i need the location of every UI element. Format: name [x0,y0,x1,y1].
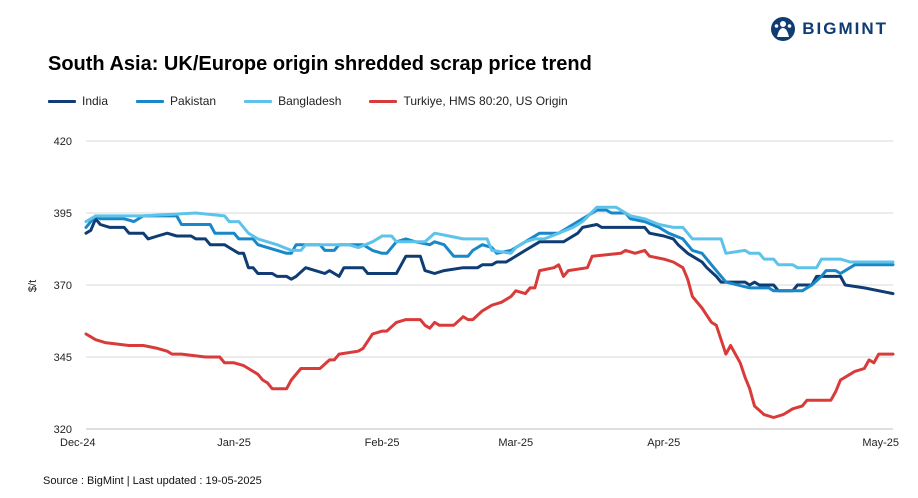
y-tick-label: 345 [54,352,72,364]
series-line-turkiye-hms-80-20-us-origin [84,248,895,419]
legend-swatch [369,99,398,103]
y-tick-label: 420 [54,136,72,148]
chart-title: South Asia: UK/Europe origin shredded sc… [48,53,592,75]
legend-swatch [48,99,76,103]
series-line-india [84,217,895,296]
chart-gridlines [86,140,893,430]
x-tick-label: Mar-25 [498,437,533,449]
series-line-bangladesh [84,205,895,270]
x-axis-ticks: Dec-24 Jan-25 Feb-25 Mar-25 Apr-25 May-25 [60,437,899,449]
series-line-pakistan [84,208,895,293]
source-note: Source : BigMint | Last updated : 19-05-… [43,475,262,487]
legend-label: India [82,94,109,108]
legend-label: Bangladesh [278,94,342,108]
y-tick-label: 395 [54,208,72,220]
legend-entry: Turkiye, HMS 80:20, US Origin [369,94,568,108]
y-axis-label: $/t [27,280,39,292]
legend-entry: Pakistan [136,94,216,108]
brand-name: BIGMINT [802,19,888,38]
legend-label: Turkiye, HMS 80:20, US Origin [403,94,568,108]
y-tick-label: 320 [54,424,72,436]
legend-swatch [244,99,273,103]
legend-entry: Bangladesh [244,94,341,108]
legend-entry: India [48,94,108,108]
brand-logo: BIGMINT [770,16,888,42]
x-tick-label: Apr-25 [647,437,680,449]
y-tick-label: 370 [54,280,72,292]
chart-series [84,205,895,419]
x-tick-label: Feb-25 [365,437,400,449]
x-tick-label: May-25 [862,437,899,449]
x-tick-label: Dec-24 [60,437,95,449]
legend-label: Pakistan [170,94,217,108]
x-tick-label: Jan-25 [217,437,251,449]
legend-swatch [136,99,165,103]
bigmint-globe-logo-icon [771,17,796,41]
chart-legend: India Pakistan Bangladesh Turkiye, HMS 80:2… [48,94,596,108]
y-axis-ticks: 320 345 370 395 420 [54,136,72,436]
